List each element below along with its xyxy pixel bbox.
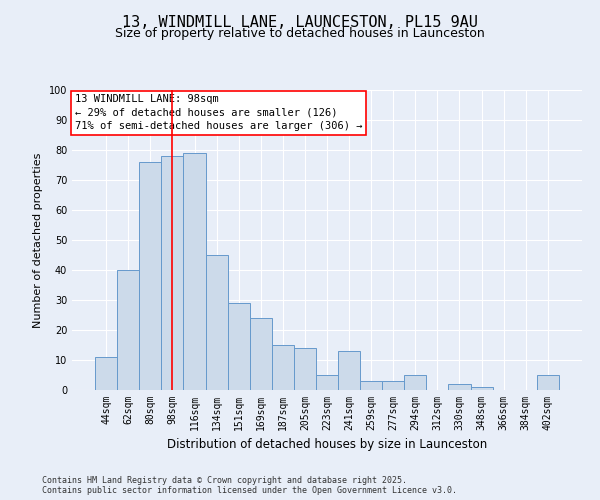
Bar — [537, 375, 559, 390]
Bar — [360, 381, 382, 390]
Bar — [161, 156, 184, 390]
X-axis label: Distribution of detached houses by size in Launceston: Distribution of detached houses by size … — [167, 438, 487, 452]
Bar — [272, 345, 294, 390]
Bar — [250, 318, 272, 390]
Bar — [95, 357, 117, 390]
Bar — [316, 375, 338, 390]
Bar — [117, 270, 139, 390]
Bar — [227, 303, 250, 390]
Bar — [206, 255, 227, 390]
Bar — [294, 348, 316, 390]
Bar — [448, 384, 470, 390]
Text: Size of property relative to detached houses in Launceston: Size of property relative to detached ho… — [115, 28, 485, 40]
Bar — [382, 381, 404, 390]
Text: 13, WINDMILL LANE, LAUNCESTON, PL15 9AU: 13, WINDMILL LANE, LAUNCESTON, PL15 9AU — [122, 15, 478, 30]
Bar — [470, 387, 493, 390]
Y-axis label: Number of detached properties: Number of detached properties — [33, 152, 43, 328]
Bar — [139, 162, 161, 390]
Bar — [338, 351, 360, 390]
Bar — [404, 375, 427, 390]
Text: Contains HM Land Registry data © Crown copyright and database right 2025.
Contai: Contains HM Land Registry data © Crown c… — [42, 476, 457, 495]
Bar — [184, 153, 206, 390]
Text: 13 WINDMILL LANE: 98sqm
← 29% of detached houses are smaller (126)
71% of semi-d: 13 WINDMILL LANE: 98sqm ← 29% of detache… — [74, 94, 362, 131]
